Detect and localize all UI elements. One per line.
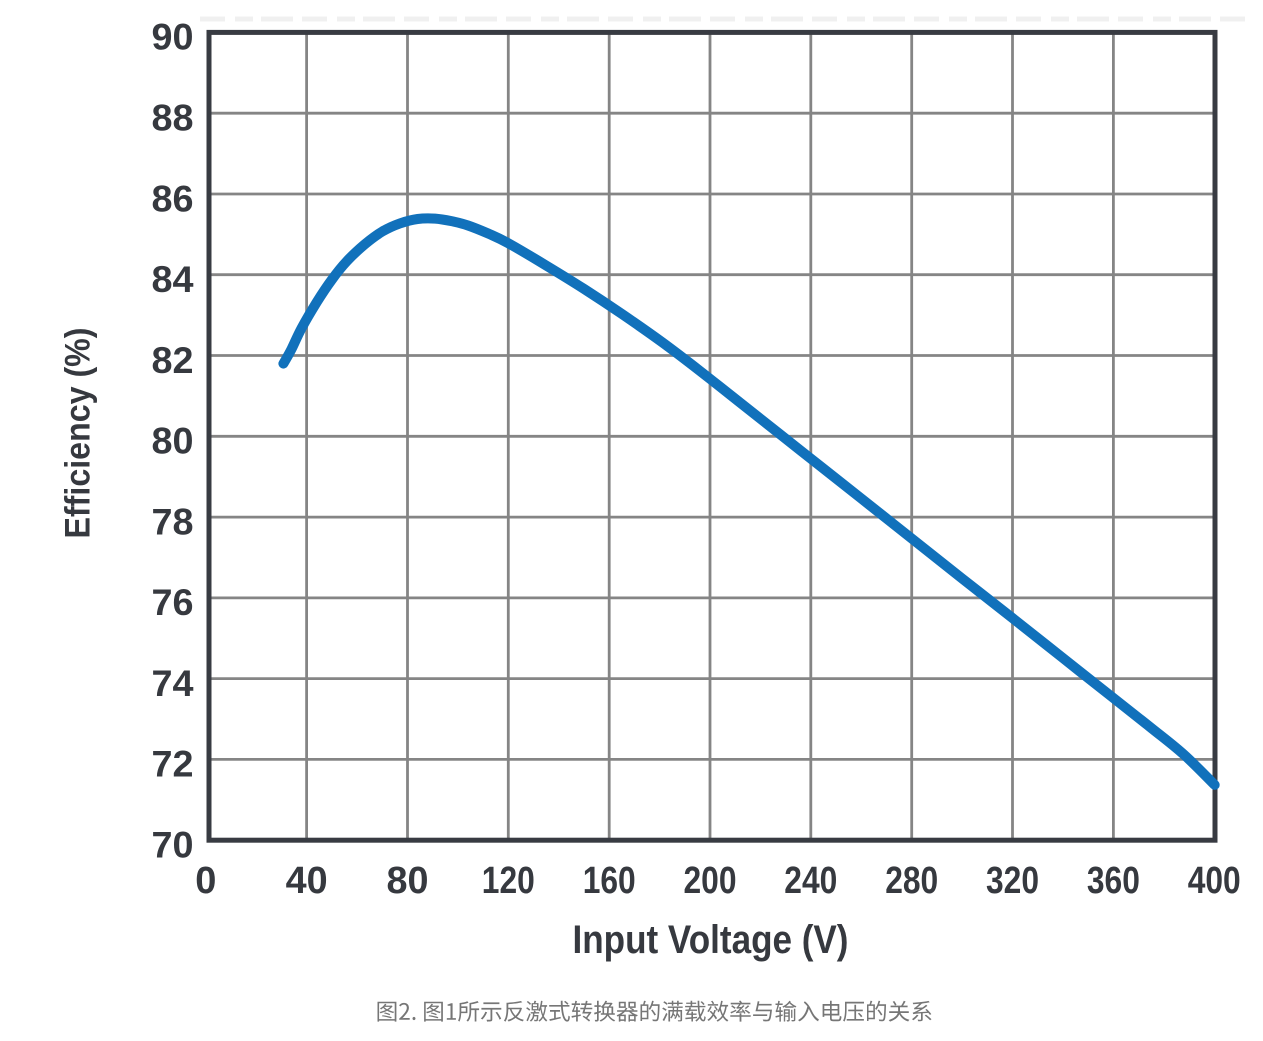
svg-text:120: 120: [482, 860, 535, 902]
svg-text:360: 360: [1087, 860, 1140, 902]
svg-text:280: 280: [885, 860, 938, 902]
svg-text:40: 40: [286, 860, 328, 902]
svg-text:76: 76: [152, 582, 194, 623]
svg-text:320: 320: [986, 860, 1039, 902]
svg-text:400: 400: [1188, 860, 1241, 902]
svg-text:90: 90: [152, 17, 194, 58]
svg-text:70: 70: [152, 825, 194, 866]
svg-text:84: 84: [152, 259, 194, 300]
svg-text:0: 0: [195, 860, 216, 902]
svg-text:82: 82: [152, 340, 194, 381]
svg-text:Input Voltage (V): Input Voltage (V): [573, 918, 849, 962]
svg-text:72: 72: [152, 744, 194, 785]
svg-text:74: 74: [152, 663, 194, 704]
svg-text:86: 86: [152, 178, 194, 219]
svg-text:200: 200: [684, 860, 737, 902]
svg-text:80: 80: [152, 421, 194, 462]
svg-text:160: 160: [583, 860, 636, 902]
svg-text:Efficiency (%): Efficiency (%): [59, 328, 98, 539]
svg-text:88: 88: [152, 98, 194, 139]
svg-text:78: 78: [152, 501, 194, 542]
svg-text:80: 80: [387, 860, 429, 902]
svg-text:240: 240: [784, 860, 837, 902]
